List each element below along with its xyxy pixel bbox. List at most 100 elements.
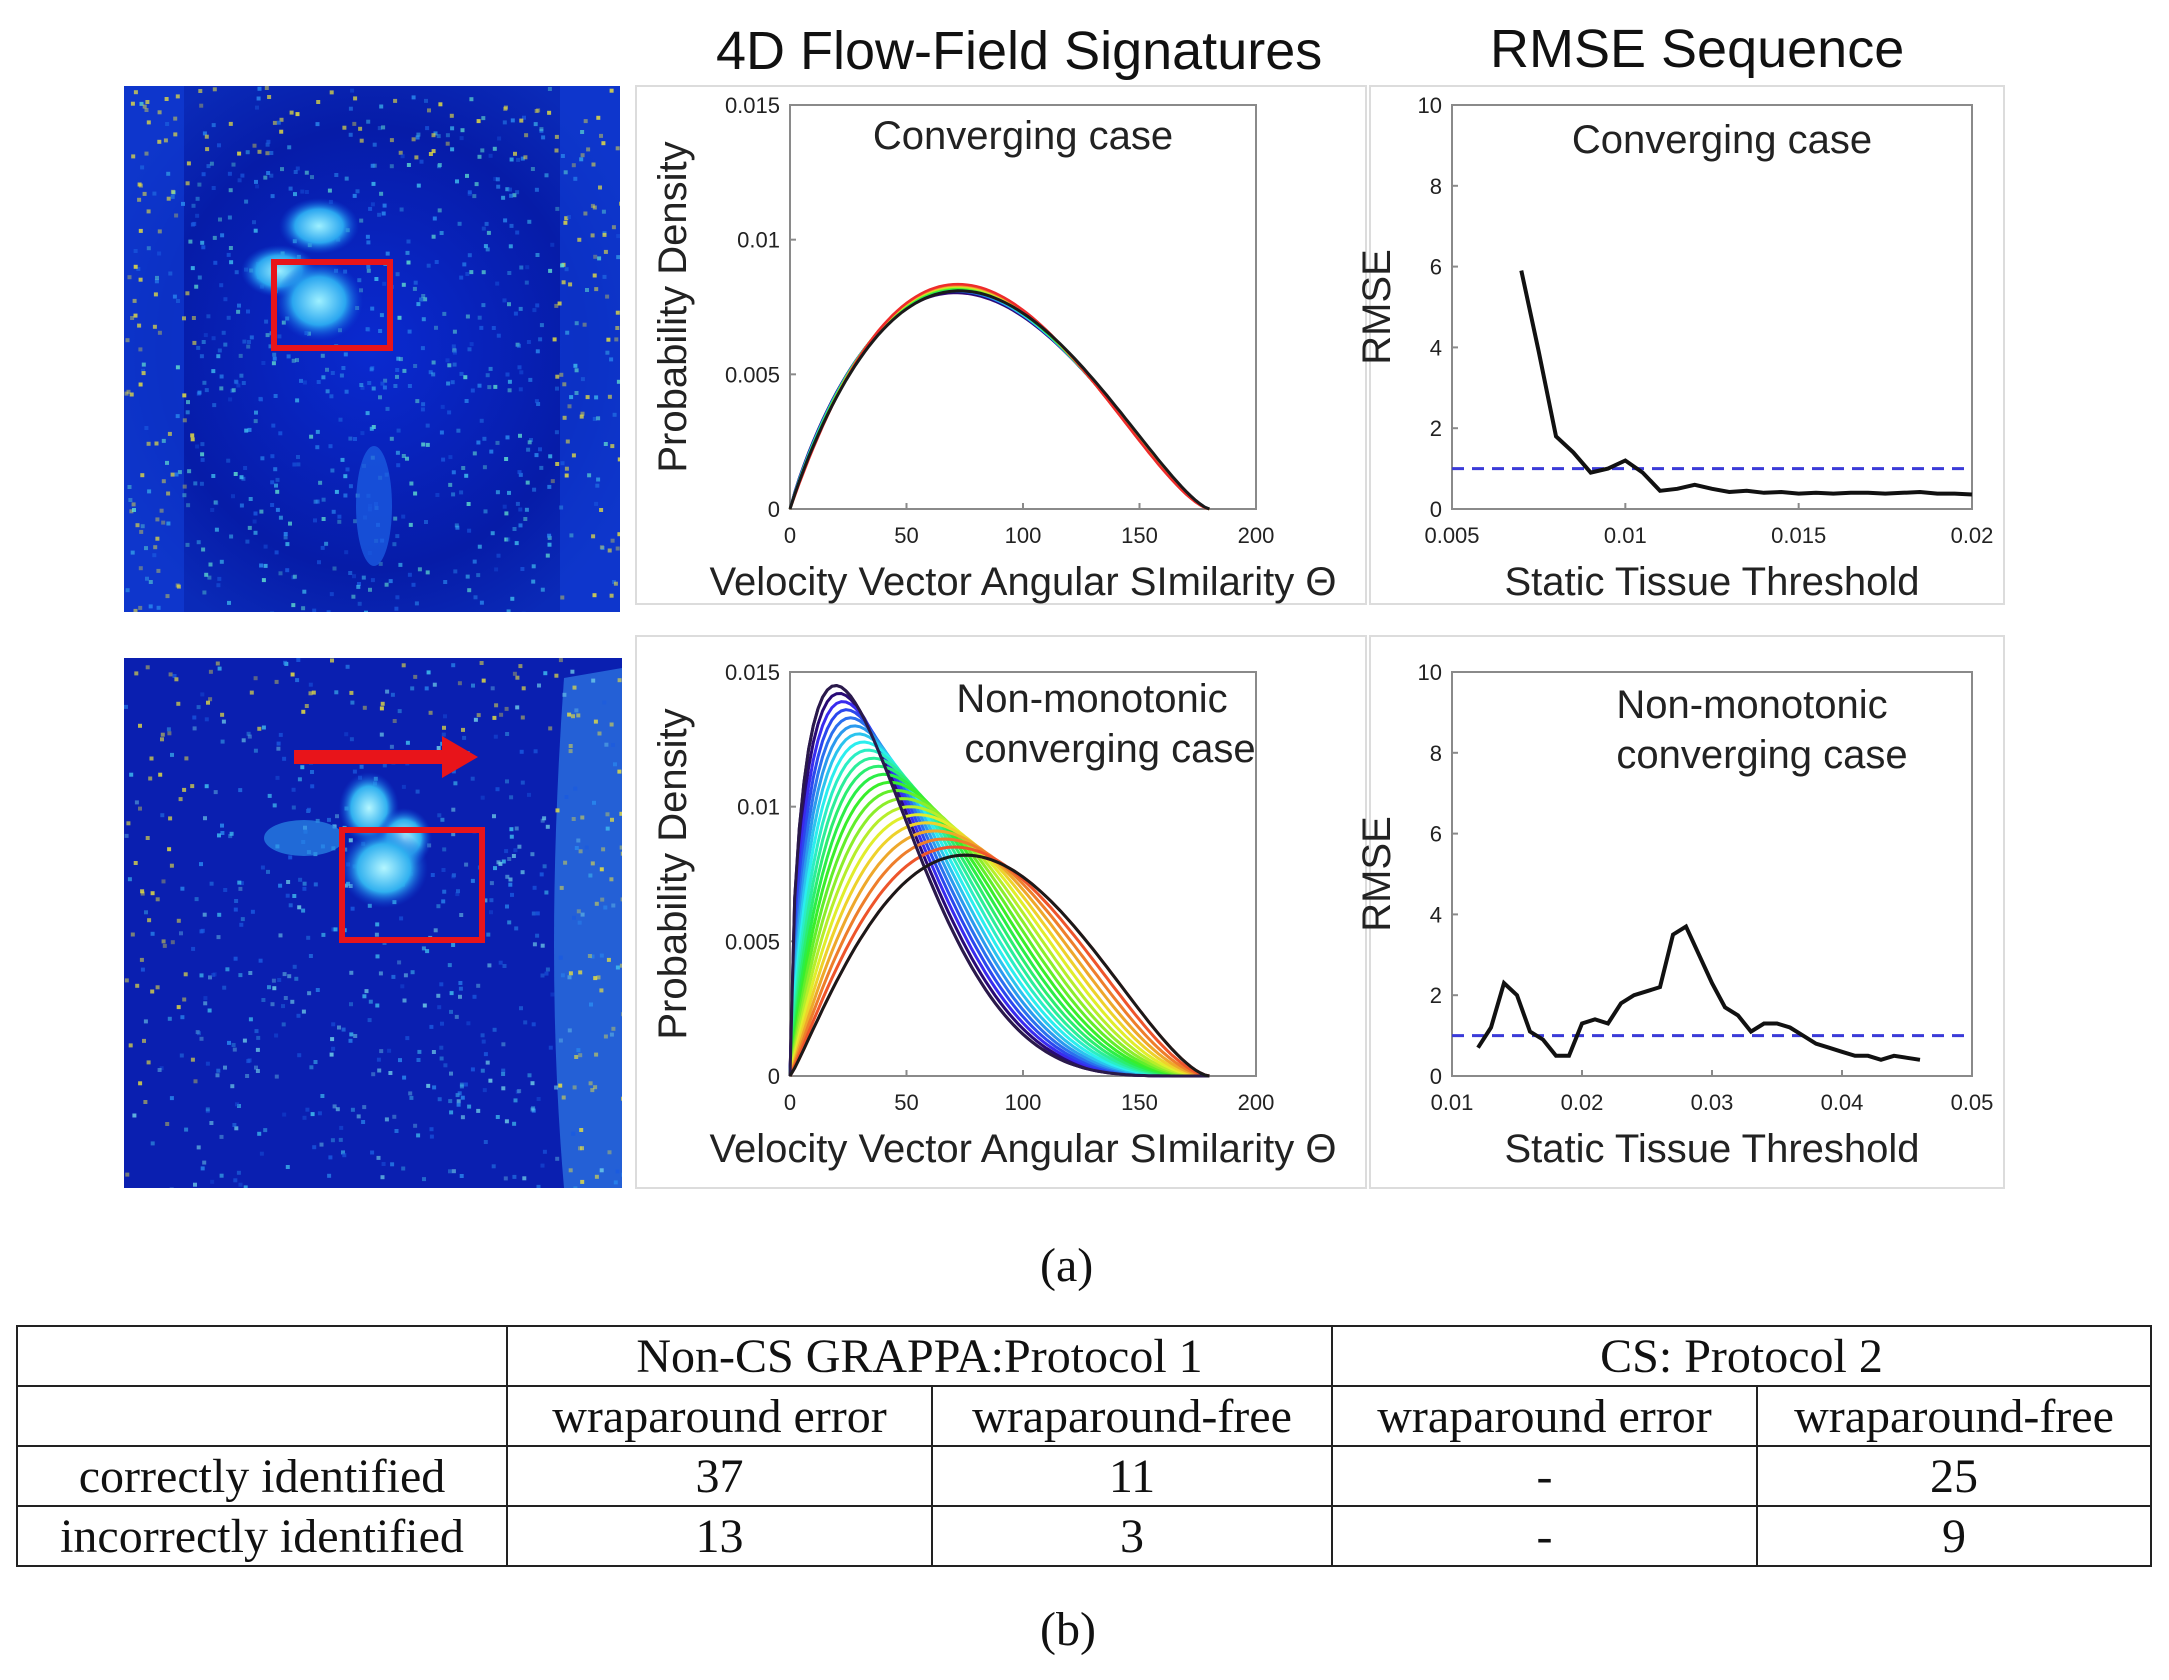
speckle [504,511,509,516]
speckle [200,452,205,457]
speckle [276,746,281,751]
speckle [242,1038,247,1043]
speckle [210,1179,215,1184]
speckle [124,833,129,838]
speckle [188,239,193,244]
x-tick-label: 0.04 [1821,1090,1864,1115]
speckle [278,933,283,938]
speckle [280,167,284,172]
speckle [349,690,354,695]
speckle [247,525,252,530]
speckle [146,246,151,251]
speckle [302,881,307,886]
y-tick-label: 10 [1418,660,1442,685]
speckle [510,118,515,123]
speckle [610,538,615,543]
speckle [436,993,441,998]
speckle [590,233,595,238]
speckle [613,762,617,767]
speckle [459,136,464,141]
signature-curve [788,289,1210,511]
speckle [223,1065,227,1070]
speckle [514,541,519,546]
speckle [161,520,166,525]
speckle [585,288,589,292]
speckle [219,1173,224,1178]
caption-a: (a) [1040,1239,1094,1292]
speckle [441,457,446,462]
speckle [337,519,342,524]
speckle [426,670,431,675]
speckle [461,466,466,470]
speckle [437,1005,442,1010]
speckle [366,240,371,245]
speckle [571,1131,576,1136]
speckle [454,1014,459,1019]
speckle [592,273,597,278]
speckle [559,885,564,890]
speckle [470,388,475,393]
speckle [185,291,190,296]
speckle [560,973,565,978]
speckle [381,1162,386,1166]
speckle [236,309,241,314]
speckle [413,364,418,368]
speckle [216,1068,221,1073]
speckle [409,481,414,486]
speckle [241,738,246,743]
speckle [569,533,574,538]
y-tick-label: 2 [1430,416,1442,441]
speckle [166,491,171,496]
speckle [348,436,353,441]
speckle [530,1081,535,1086]
speckle [619,845,622,850]
speckle [524,133,529,138]
speckle [201,340,206,344]
speckle [592,800,596,805]
speckle [125,338,130,343]
y-tick-label: 2 [1430,983,1442,1008]
speckle [144,108,149,112]
speckle [607,394,612,399]
speckle [502,504,507,509]
speckle [304,704,309,708]
speckle [447,963,452,968]
speckle [513,1098,518,1103]
speckle [565,330,570,335]
speckle [458,994,462,999]
speckle [311,690,316,695]
speckle [472,451,477,456]
speckle [265,142,270,147]
speckle [548,1045,553,1050]
y-tick-label: 0.015 [725,660,780,685]
speckle [388,579,393,584]
speckle [261,725,266,730]
speckle [534,109,539,113]
speckle [169,863,174,868]
speckle [502,964,507,968]
speckle [465,314,470,319]
speckle [237,880,242,885]
speckle [495,440,500,445]
speckle [384,582,389,587]
speckle [190,266,195,271]
speckle [505,187,510,192]
speckle [530,1107,535,1112]
speckle [503,1176,508,1181]
speckle [476,713,481,718]
speckle [176,918,181,923]
speckle [592,416,597,421]
speckle [462,735,467,740]
speckle [398,562,403,567]
speckle [481,303,486,308]
speckle [252,220,256,225]
speckle [308,691,313,696]
speckle [150,989,155,994]
speckle [197,275,202,280]
speckle [326,610,331,612]
speckle [436,904,441,909]
speckle [139,101,144,106]
speckle [460,1115,465,1120]
speckle [145,665,150,670]
speckle [560,263,565,268]
